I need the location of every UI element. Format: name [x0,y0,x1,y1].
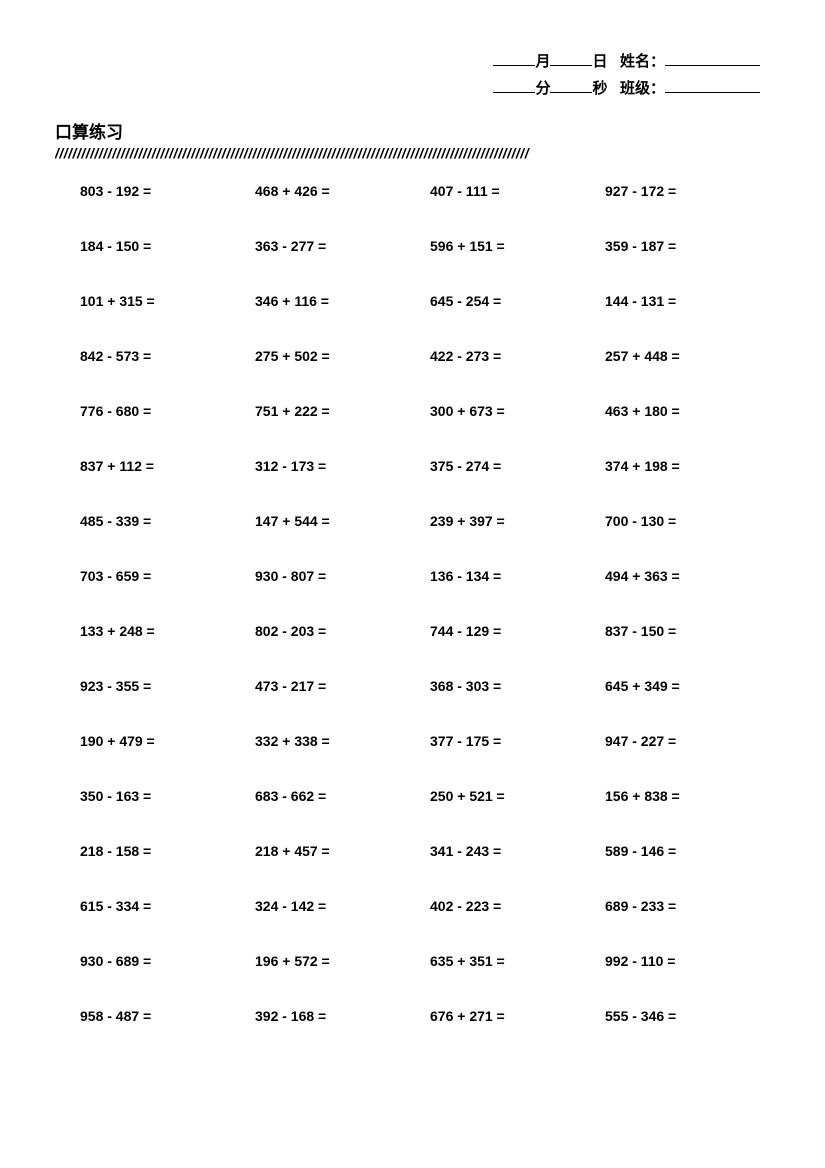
problem-cell: 485 - 339 = [80,513,245,529]
problem-cell: 257 + 448 = [605,348,770,364]
problem-cell: 218 - 158 = [80,843,245,859]
problem-cell: 689 - 233 = [605,898,770,914]
problem-cell: 422 - 273 = [430,348,595,364]
problem-cell: 196 + 572 = [255,953,420,969]
problem-cell: 377 - 175 = [430,733,595,749]
problem-cell: 927 - 172 = [605,183,770,199]
problem-cell: 683 - 662 = [255,788,420,804]
problem-cell: 375 - 274 = [430,458,595,474]
name-label: 姓名： [620,53,665,70]
minute-label: 分 [535,80,550,97]
problem-cell: 374 + 198 = [605,458,770,474]
problem-cell: 332 + 338 = [255,733,420,749]
header-line-1: 月 日 姓名： [55,50,760,71]
problem-cell: 363 - 277 = [255,238,420,254]
problem-cell: 494 + 363 = [605,568,770,584]
problem-cell: 645 + 349 = [605,678,770,694]
problem-cell: 930 - 689 = [80,953,245,969]
problem-cell: 300 + 673 = [430,403,595,419]
problem-cell: 744 - 129 = [430,623,595,639]
problem-cell: 703 - 659 = [80,568,245,584]
problem-cell: 184 - 150 = [80,238,245,254]
day-blank [550,52,592,66]
problem-cell: 463 + 180 = [605,403,770,419]
problem-cell: 473 - 217 = [255,678,420,694]
problem-cell: 368 - 303 = [430,678,595,694]
problem-cell: 275 + 502 = [255,348,420,364]
problem-cell: 324 - 142 = [255,898,420,914]
problem-cell: 402 - 223 = [430,898,595,914]
day-label: 日 [592,53,607,70]
problem-cell: 676 + 271 = [430,1008,595,1024]
problem-cell: 700 - 130 = [605,513,770,529]
problem-cell: 958 - 487 = [80,1008,245,1024]
second-label: 秒 [592,80,607,97]
problem-cell: 147 + 544 = [255,513,420,529]
minute-blank [493,79,535,93]
problem-cell: 239 + 397 = [430,513,595,529]
problem-cell: 101 + 315 = [80,293,245,309]
problem-cell: 635 + 351 = [430,953,595,969]
problem-grid: 803 - 192 = 468 + 426 = 407 - 111 = 927 - 1… [55,183,770,1024]
problem-cell: 930 - 807 = [255,568,420,584]
problem-cell: 837 + 112 = [80,458,245,474]
second-blank [550,79,592,93]
problem-cell: 842 - 573 = [80,348,245,364]
problem-cell: 350 - 163 = [80,788,245,804]
class-blank [665,79,760,93]
problem-cell: 359 - 187 = [605,238,770,254]
header-line-2: 分 秒 班级： [55,77,760,98]
problem-cell: 250 + 521 = [430,788,595,804]
problem-cell: 407 - 111 = [430,183,595,199]
problem-cell: 156 + 838 = [605,788,770,804]
problem-cell: 555 - 346 = [605,1008,770,1024]
header-block: 月 日 姓名： 分 秒 班级： [55,50,770,98]
problem-cell: 218 + 457 = [255,843,420,859]
problem-cell: 190 + 479 = [80,733,245,749]
problem-cell: 776 - 680 = [80,403,245,419]
problem-cell: 589 - 146 = [605,843,770,859]
problem-cell: 947 - 227 = [605,733,770,749]
divider-slashes: ////////////////////////////////////////… [55,145,770,163]
problem-cell: 645 - 254 = [430,293,595,309]
problem-cell: 346 + 116 = [255,293,420,309]
problem-cell: 312 - 173 = [255,458,420,474]
name-blank [665,52,760,66]
month-label: 月 [535,53,550,70]
problem-cell: 341 - 243 = [430,843,595,859]
problem-cell: 803 - 192 = [80,183,245,199]
class-label: 班级： [620,80,665,97]
problem-cell: 615 - 334 = [80,898,245,914]
problem-cell: 596 + 151 = [430,238,595,254]
problem-cell: 468 + 426 = [255,183,420,199]
problem-cell: 144 - 131 = [605,293,770,309]
problem-cell: 992 - 110 = [605,953,770,969]
problem-cell: 802 - 203 = [255,623,420,639]
month-blank [493,52,535,66]
page-title: 口算练习 [55,118,770,143]
problem-cell: 923 - 355 = [80,678,245,694]
problem-cell: 837 - 150 = [605,623,770,639]
problem-cell: 392 - 168 = [255,1008,420,1024]
problem-cell: 751 + 222 = [255,403,420,419]
problem-cell: 133 + 248 = [80,623,245,639]
problem-cell: 136 - 134 = [430,568,595,584]
